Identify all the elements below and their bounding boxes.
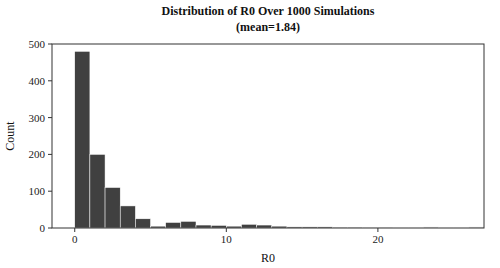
y-tick-label: 300 xyxy=(29,112,46,124)
bars xyxy=(75,51,484,228)
title: Distribution of R0 Over 1000 Simulations xyxy=(162,4,375,18)
x-tick xyxy=(74,228,75,232)
bar xyxy=(181,221,196,228)
y-tick-label: 100 xyxy=(29,185,46,197)
y-tick-label: 200 xyxy=(29,148,46,160)
x-tick-label: 0 xyxy=(72,233,78,245)
x-tick xyxy=(226,228,227,232)
x-axis-label: R0 xyxy=(261,251,275,265)
subtitle: (mean=1.84) xyxy=(236,20,300,34)
x-tick-label: 20 xyxy=(372,233,384,245)
bar xyxy=(166,222,181,228)
bar xyxy=(75,51,90,228)
bar xyxy=(105,188,120,228)
y-tick-label: 500 xyxy=(29,38,46,50)
plot-frame xyxy=(52,44,484,228)
y-tick xyxy=(48,191,52,192)
bar xyxy=(90,154,105,228)
y-tick xyxy=(48,80,52,81)
bar xyxy=(135,219,150,228)
x-tick xyxy=(377,228,378,232)
y-tick xyxy=(48,228,52,229)
bar xyxy=(120,206,135,228)
y-tick xyxy=(48,117,52,118)
y-tick-label: 400 xyxy=(29,75,46,87)
y-tick xyxy=(48,154,52,155)
chart: 010200100200300400500Distribution of R0 … xyxy=(0,0,500,268)
bar xyxy=(241,224,256,228)
y-axis-label: Count xyxy=(3,121,17,151)
y-tick-label: 0 xyxy=(40,222,46,234)
y-tick xyxy=(48,44,52,45)
x-tick-label: 10 xyxy=(221,233,233,245)
